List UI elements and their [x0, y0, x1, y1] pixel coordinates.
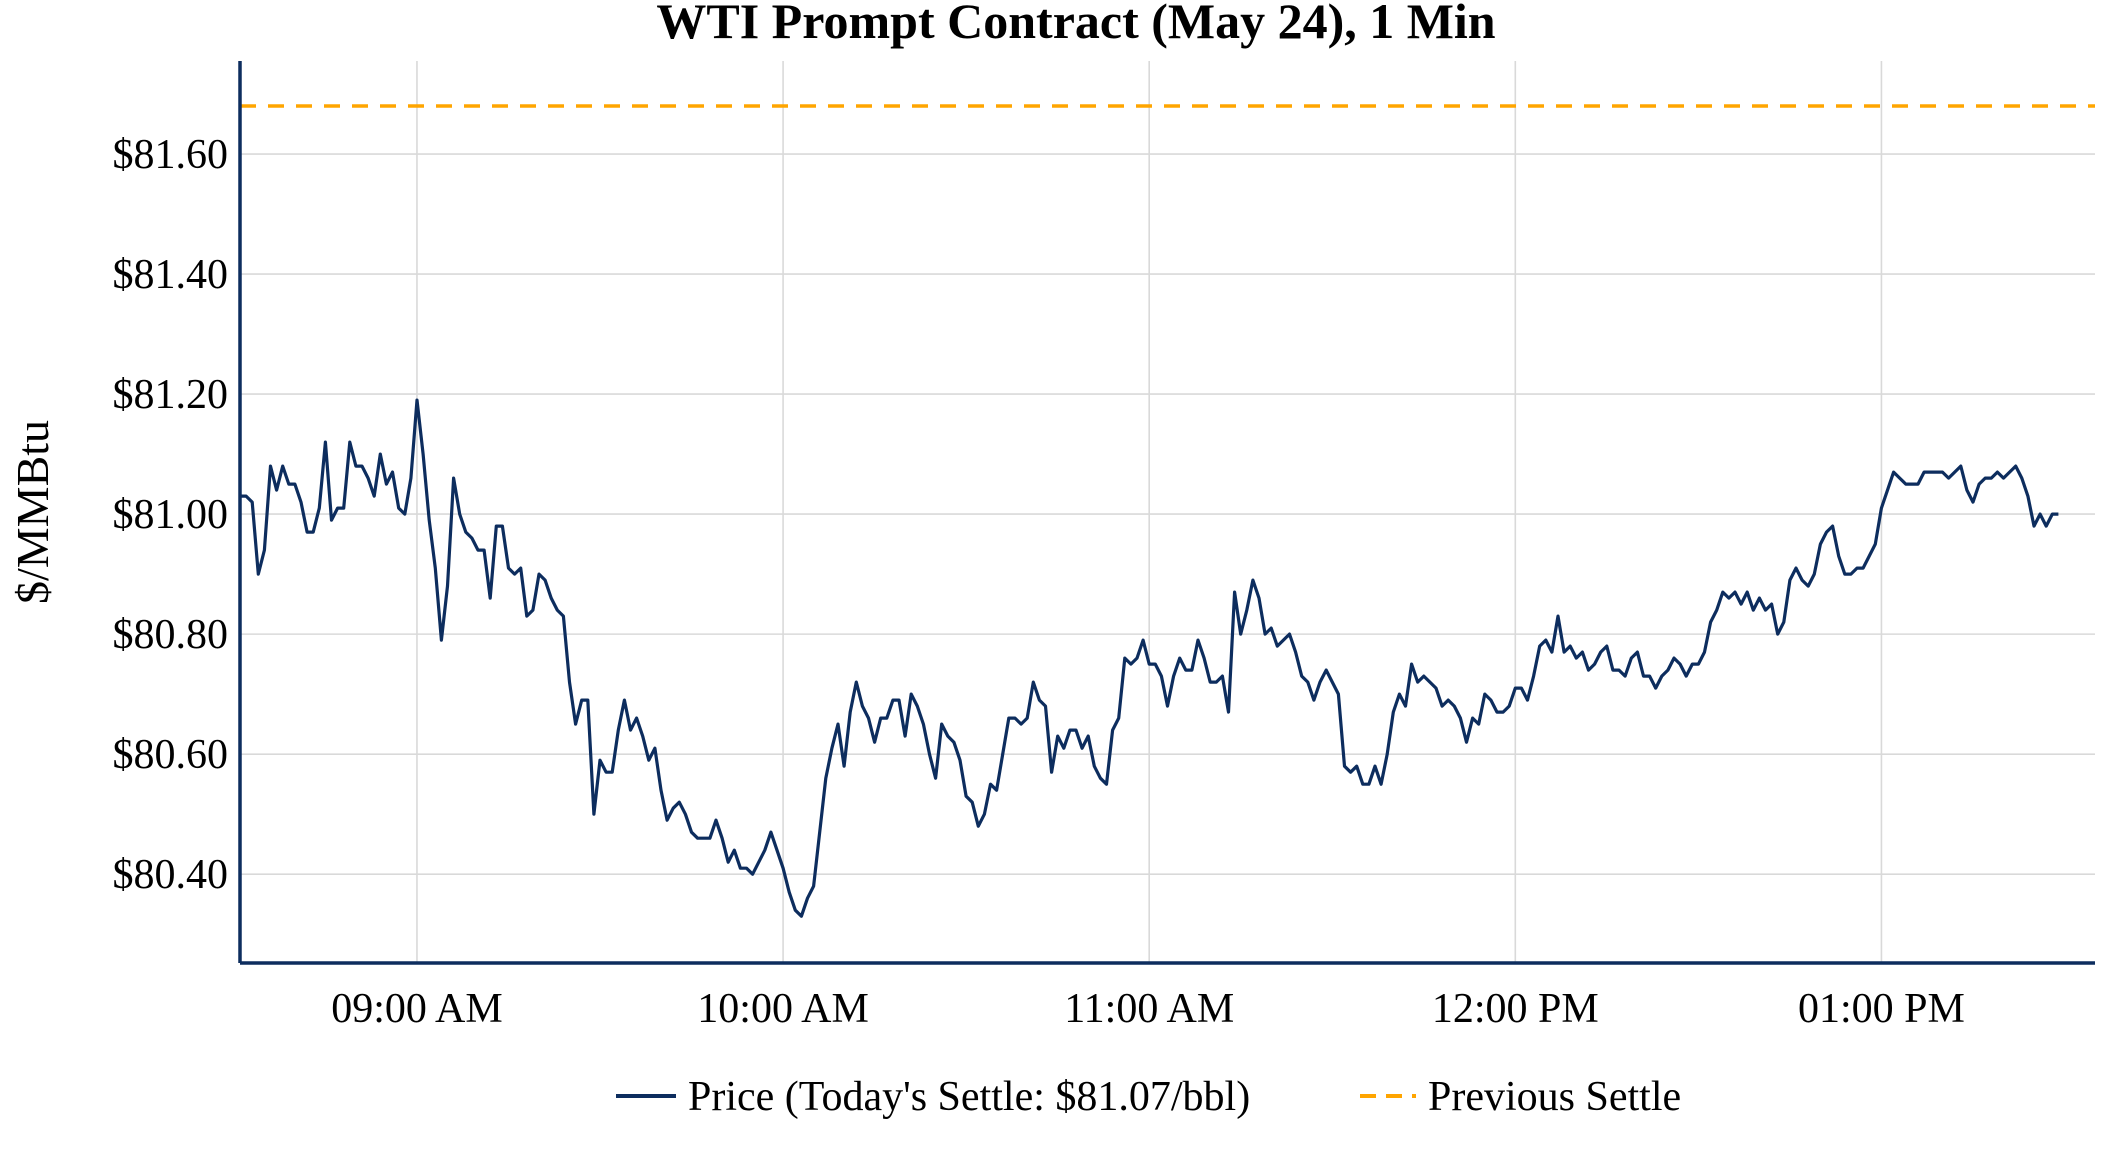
x-tick-label: 11:00 AM [1064, 986, 1234, 1032]
x-tick-label: 01:00 PM [1798, 986, 1965, 1032]
x-tick-label: 12:00 PM [1432, 986, 1599, 1032]
y-tick-label: $80.80 [113, 612, 229, 658]
y-tick-label: $81.00 [113, 492, 229, 538]
y-tick-label: $80.40 [113, 852, 229, 898]
x-tick-label: 10:00 AM [697, 986, 869, 1032]
y-tick-label: $81.60 [113, 132, 229, 178]
legend-price-label: Price (Today's Settle: $81.07/bbl) [688, 1074, 1250, 1120]
x-tick-label: 09:00 AM [331, 986, 503, 1032]
grid-lines [240, 61, 2095, 963]
legend: Price (Today's Settle: $81.07/bbl) Previ… [616, 1074, 1681, 1120]
x-axis-ticks: 09:00 AM 10:00 AM 11:00 AM 12:00 PM 01:00 PM [331, 986, 1965, 1032]
y-axis-label: $/MMBtu [7, 420, 58, 604]
chart-title: WTI Prompt Contract (May 24), 1 Min [656, 0, 1495, 49]
y-tick-label: $81.20 [113, 372, 229, 418]
legend-previous-settle-label: Previous Settle [1428, 1074, 1681, 1120]
y-axis-ticks: $80.40 $80.60 $80.80 $81.00 $81.20 $81.40 $81.… [113, 132, 229, 898]
y-tick-label: $81.40 [113, 252, 229, 298]
y-tick-label: $80.60 [113, 732, 229, 778]
price-series-line [240, 398, 2059, 918]
